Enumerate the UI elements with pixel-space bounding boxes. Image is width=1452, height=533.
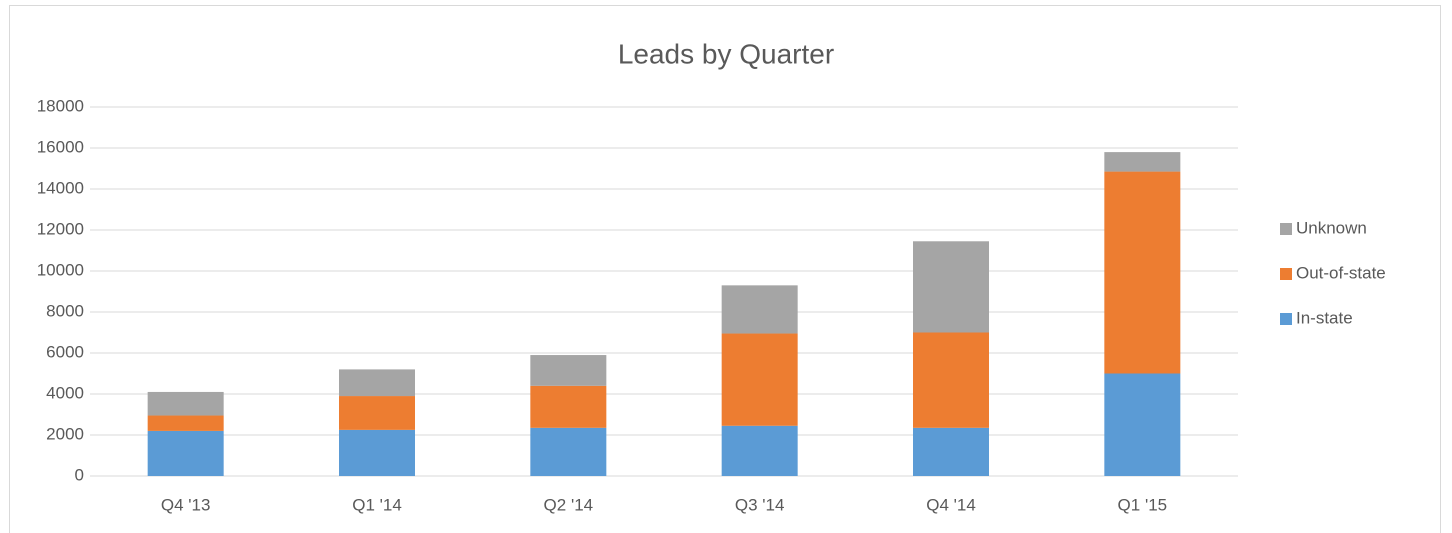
bar-segment: [530, 427, 607, 476]
x-tick-label: Q1 '14: [352, 495, 402, 514]
bar-segment: [913, 427, 989, 476]
legend-label: In-state: [1296, 308, 1353, 327]
legend-label: Out-of-state: [1296, 263, 1386, 282]
legend-swatch: [1280, 268, 1292, 280]
x-tick-label: Q4 '13: [161, 495, 211, 514]
bar-segment: [721, 285, 798, 334]
chart-title: Leads by Quarter: [618, 38, 834, 69]
bar-segment: [530, 355, 607, 386]
y-tick-label: 14000: [37, 178, 84, 197]
y-tick-label: 6000: [46, 342, 84, 361]
y-tick-label: 8000: [46, 301, 84, 320]
x-tick-label: Q2 '14: [544, 495, 594, 514]
bar-segment: [339, 429, 415, 476]
y-tick-label: 0: [75, 465, 84, 484]
y-tick-label: 10000: [37, 260, 84, 279]
y-tick-label: 2000: [46, 424, 84, 443]
bar-segment: [913, 332, 989, 428]
legend-label: Unknown: [1296, 218, 1367, 237]
bar-segment: [339, 396, 415, 430]
x-tick-label: Q1 '15: [1118, 495, 1168, 514]
bar-segment: [147, 391, 224, 416]
bar-segment: [339, 369, 415, 397]
legend-swatch: [1280, 223, 1292, 235]
bar-segment: [1104, 152, 1181, 172]
y-tick-label: 18000: [37, 96, 84, 115]
y-tick-label: 16000: [37, 137, 84, 156]
bar-segment: [147, 415, 224, 431]
bar-segment: [913, 241, 989, 333]
bar-segment: [1104, 171, 1181, 374]
bar-segment: [530, 385, 607, 428]
bar-segment: [721, 333, 798, 426]
bar-segment: [147, 430, 224, 476]
x-tick-label: Q3 '14: [735, 495, 785, 514]
x-tick-label: Q4 '14: [926, 495, 976, 514]
bar-segment: [721, 425, 798, 476]
y-tick-label: 4000: [46, 383, 84, 402]
legend-swatch: [1280, 313, 1292, 325]
y-tick-label: 12000: [37, 219, 84, 238]
bar-segment: [1104, 373, 1181, 476]
